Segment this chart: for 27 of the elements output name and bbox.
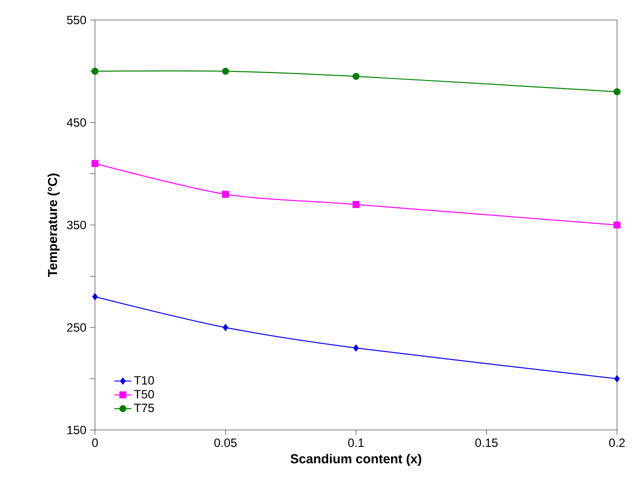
x-axis-title: Scandium content (x)	[290, 454, 422, 466]
point	[222, 68, 229, 75]
legend-label: T10	[134, 376, 154, 385]
y-axis-title: Temperature (°C)	[48, 174, 60, 277]
point	[92, 68, 98, 75]
point	[614, 88, 620, 96]
y-tick-label: 250	[67, 323, 86, 332]
x-tick-label: 0.05	[214, 438, 237, 447]
point	[352, 72, 360, 80]
x-tick-label: 0.15	[475, 438, 498, 447]
point	[92, 160, 98, 167]
y-tick-label: 450	[66, 118, 86, 127]
point	[92, 293, 98, 300]
x-tick-label: 0.2	[609, 438, 625, 447]
point	[614, 222, 620, 228]
point	[222, 190, 229, 198]
legend-label: T50	[134, 390, 154, 398]
y-tick-label: 150	[67, 426, 86, 434]
point	[352, 201, 360, 208]
point	[353, 344, 359, 352]
x-tick-label: 0	[92, 438, 98, 447]
point	[614, 375, 620, 382]
x-tick-label: 0.1	[348, 438, 364, 447]
y-tick-label: 550	[67, 16, 86, 24]
legend-label: T75	[134, 404, 154, 412]
point	[222, 324, 228, 331]
y-tick-label: 350	[66, 220, 86, 230]
